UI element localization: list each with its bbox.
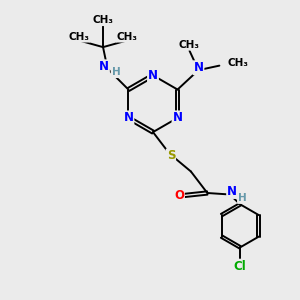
Text: N: N <box>99 60 109 73</box>
Text: CH₃: CH₃ <box>228 58 249 68</box>
Text: N: N <box>148 69 158 82</box>
Text: H: H <box>112 67 120 77</box>
Text: S: S <box>167 149 175 163</box>
Text: CH₃: CH₃ <box>69 32 90 42</box>
Text: O: O <box>174 189 184 202</box>
Text: CH₃: CH₃ <box>179 40 200 50</box>
Text: H: H <box>238 193 247 203</box>
Text: N: N <box>123 111 134 124</box>
Text: N: N <box>172 111 183 124</box>
Text: N: N <box>227 185 237 198</box>
Text: CH₃: CH₃ <box>116 32 137 42</box>
Text: Cl: Cl <box>234 260 247 273</box>
Text: CH₃: CH₃ <box>92 15 113 25</box>
Text: N: N <box>194 61 203 74</box>
